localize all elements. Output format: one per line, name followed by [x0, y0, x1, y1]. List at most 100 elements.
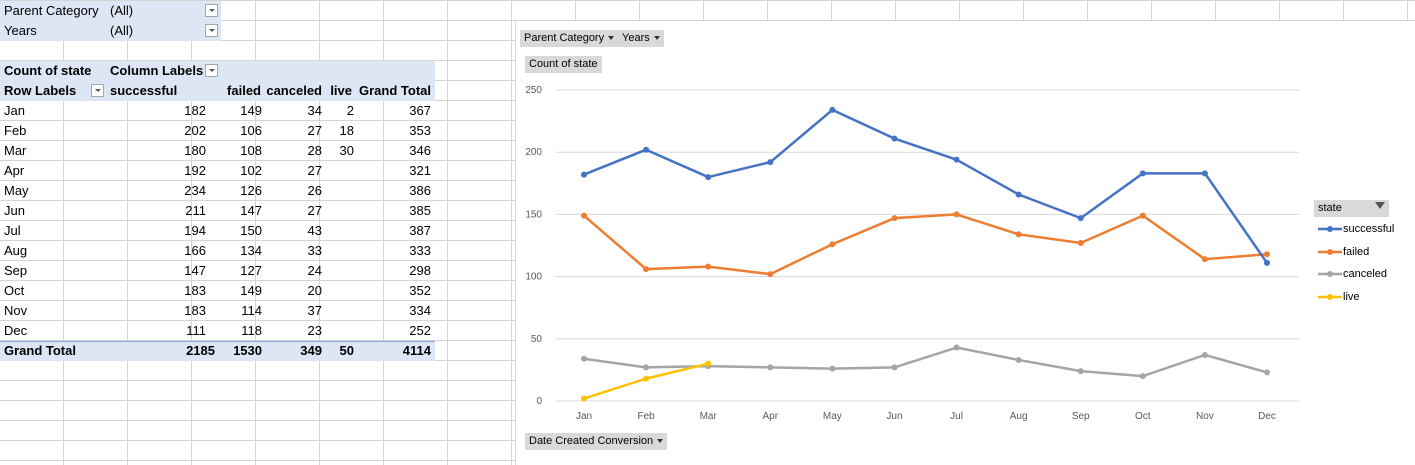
row-label: Feb [4, 123, 27, 138]
x-tick-label: Jul [950, 411, 963, 422]
legend-title: state [1318, 202, 1342, 214]
table-cell: 33 [307, 243, 322, 258]
column-filter-icon[interactable] [205, 64, 218, 77]
data-point-canceled[interactable] [829, 365, 836, 372]
table-cell [322, 301, 354, 321]
data-point-canceled[interactable] [767, 364, 774, 371]
data-point-successful[interactable] [1077, 215, 1084, 222]
row-label: Apr [4, 163, 25, 178]
table-cell: 387 [409, 223, 431, 238]
table-cell: 147 [184, 263, 206, 278]
data-point-failed[interactable] [705, 263, 712, 270]
filter-value: (All) [110, 23, 134, 38]
table-cell: 43 [307, 223, 322, 238]
data-point-successful[interactable] [705, 174, 712, 181]
data-point-successful[interactable] [1139, 170, 1146, 177]
legend-item-canceled[interactable]: canceled [1317, 267, 1387, 281]
axis-field-button[interactable]: Date Created Conversion [525, 433, 668, 450]
data-point-failed[interactable] [1201, 256, 1208, 263]
data-point-successful[interactable] [1015, 191, 1022, 198]
row-labels-header: Row Labels [4, 83, 77, 98]
table-cell [322, 201, 354, 221]
data-point-canceled[interactable] [953, 344, 960, 351]
table-cell: 134 [240, 243, 262, 258]
data-point-failed[interactable] [891, 215, 898, 222]
row-filter-dropdown-icon[interactable] [91, 84, 104, 97]
grand-total-label: Grand Total [4, 343, 76, 358]
data-point-canceled[interactable] [1015, 356, 1022, 363]
data-point-failed[interactable] [1264, 251, 1270, 258]
pivot-chart[interactable]: Parent Category Years Count of state Dat… [515, 21, 1415, 465]
series-line-canceled[interactable] [583, 346, 1268, 378]
column-header: successful [110, 83, 178, 98]
legend-state-field-button[interactable]: state [1314, 200, 1389, 217]
data-point-successful[interactable] [581, 171, 587, 178]
data-point-canceled[interactable] [891, 364, 898, 371]
table-cell: 386 [409, 183, 431, 198]
data-point-failed[interactable] [767, 271, 774, 278]
grand-total-cell: 2185 [186, 343, 215, 358]
table-cell: 182 [184, 103, 206, 118]
data-point-failed[interactable] [581, 212, 587, 219]
legend-marker-icon [1318, 248, 1342, 255]
data-point-failed[interactable] [1015, 231, 1022, 238]
x-tick-label: Jan [576, 411, 592, 422]
row-label: Mar [4, 143, 27, 158]
table-cell: 202 [184, 123, 206, 138]
data-point-failed[interactable] [829, 241, 836, 248]
data-point-canceled[interactable] [1264, 369, 1270, 376]
data-point-canceled[interactable] [1201, 351, 1208, 358]
data-point-successful[interactable] [643, 146, 650, 153]
table-cell: 30 [339, 143, 354, 158]
data-point-successful[interactable] [1264, 259, 1270, 266]
y-tick-label: 50 [531, 334, 543, 345]
table-cell: 321 [409, 163, 431, 178]
row-label: May [4, 183, 29, 198]
data-point-failed[interactable] [1139, 212, 1146, 219]
table-cell: 252 [409, 323, 431, 338]
table-cell: 27 [307, 123, 322, 138]
table-cell [322, 321, 354, 341]
legend-item-failed[interactable]: failed [1317, 245, 1369, 259]
table-cell: 20 [307, 283, 322, 298]
data-point-live[interactable] [643, 375, 650, 382]
data-point-canceled[interactable] [643, 364, 650, 371]
data-point-canceled[interactable] [581, 355, 587, 362]
series-line-failed[interactable] [583, 213, 1268, 276]
data-point-canceled[interactable] [1077, 368, 1084, 375]
series-line-successful[interactable] [583, 108, 1269, 264]
filter-dropdown-icon[interactable] [205, 24, 218, 37]
row-label: Nov [4, 303, 28, 318]
table-cell: 183 [184, 283, 206, 298]
chevron-down-icon [657, 439, 664, 444]
table-cell: 180 [184, 143, 206, 158]
data-point-successful[interactable] [829, 106, 836, 113]
data-point-canceled[interactable] [1139, 373, 1146, 380]
data-point-failed[interactable] [1077, 240, 1084, 247]
x-tick-label: Dec [1258, 411, 1276, 422]
row-label: Dec [4, 323, 28, 338]
table-cell: 147 [240, 203, 262, 218]
years-field-button[interactable]: Years [618, 30, 664, 47]
data-point-live[interactable] [705, 360, 712, 367]
legend-label: live [1343, 290, 1360, 303]
data-point-successful[interactable] [1201, 170, 1208, 177]
x-tick-label: Apr [762, 411, 778, 422]
table-cell: 149 [240, 283, 262, 298]
row-label: Aug [4, 243, 28, 258]
data-point-failed[interactable] [953, 211, 960, 218]
legend-item-live[interactable]: live [1317, 290, 1360, 304]
y-tick-label: 150 [525, 209, 542, 220]
grand-total-band [0, 341, 435, 361]
parent-category-field-button[interactable]: Parent Category [520, 30, 619, 47]
data-point-successful[interactable] [767, 159, 774, 166]
field-button-label: Date Created Conversion [529, 435, 654, 447]
table-cell: 194 [184, 223, 206, 238]
data-point-failed[interactable] [643, 266, 650, 273]
data-point-successful[interactable] [891, 135, 898, 142]
data-point-successful[interactable] [953, 156, 960, 163]
filter-dropdown-icon[interactable] [205, 4, 218, 17]
values-field-button[interactable]: Count of state [525, 56, 602, 73]
data-point-live[interactable] [581, 395, 587, 402]
legend-item-successful[interactable]: successful [1317, 222, 1394, 236]
